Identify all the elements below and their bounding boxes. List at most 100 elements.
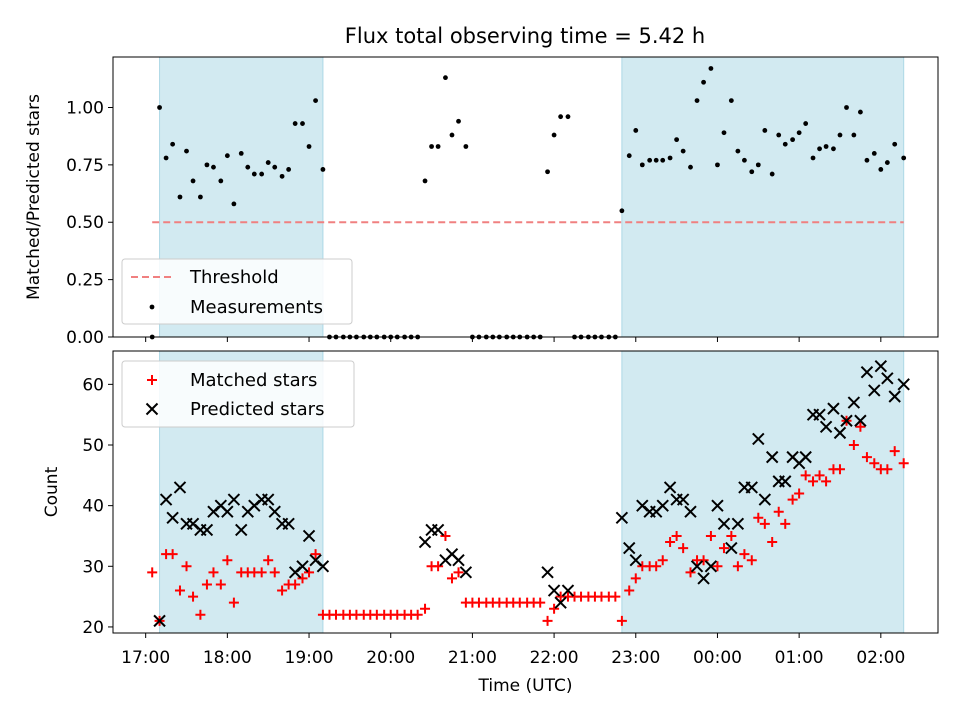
measurement-point xyxy=(286,167,292,172)
matched-star-point xyxy=(446,573,457,584)
legend-threshold-label: Threshold xyxy=(189,267,279,288)
matched-star-point xyxy=(535,597,546,608)
matched-star-point xyxy=(263,555,274,566)
matched-star-point xyxy=(651,561,662,572)
matched-star-point xyxy=(256,567,267,578)
predicted-star-point xyxy=(827,402,840,415)
measurement-point xyxy=(272,164,278,170)
predicted-star-point xyxy=(561,584,575,597)
measurement-point xyxy=(259,171,265,177)
count-plot-frame xyxy=(112,350,939,634)
predicted-star-point xyxy=(765,450,779,464)
measurement-point xyxy=(715,162,720,168)
measurement-point xyxy=(292,121,298,126)
matched-star-point xyxy=(794,488,805,499)
measurement-point xyxy=(851,132,857,138)
chart-title: Flux total observing time = 5.42 h xyxy=(345,24,705,48)
predicted-star-point xyxy=(752,432,765,446)
measurement-point xyxy=(871,150,877,156)
time-tick-label: 20:00 xyxy=(366,648,415,668)
predicted-star-point xyxy=(316,560,330,573)
time-tick-label: 19:00 xyxy=(285,648,334,668)
time-tick-label: 01:00 xyxy=(775,648,824,668)
predicted-star-point xyxy=(881,372,894,385)
measurement-point xyxy=(674,137,680,143)
ratio-shaded-regions xyxy=(159,56,905,338)
predicted-star-point xyxy=(656,499,669,512)
predicted-star-point xyxy=(725,541,738,555)
measurement-point xyxy=(901,155,907,161)
matched-star-point xyxy=(821,476,832,487)
measurement-point xyxy=(790,137,796,143)
measurement-point xyxy=(211,164,216,170)
ratio-shaded-region-1 xyxy=(621,56,905,338)
count-ytick-label: 30 xyxy=(82,557,104,577)
predicted-star-point xyxy=(227,493,241,506)
ratio-legend: Threshold Measurements xyxy=(121,258,353,325)
count-ytick-label: 50 xyxy=(82,436,104,456)
predicted-star-point xyxy=(854,414,867,427)
predicted-star-point xyxy=(697,572,710,585)
predicted-star-point xyxy=(799,450,812,464)
predicted-star-point xyxy=(874,359,888,373)
matched-star-point xyxy=(277,585,288,596)
time-xlabel: Time (UTC) xyxy=(478,676,573,696)
matched-star-point xyxy=(898,458,909,469)
ratio-legend-box xyxy=(121,258,353,325)
matched-star-point xyxy=(201,579,212,590)
measurement-point xyxy=(456,118,461,124)
measurement-point xyxy=(776,132,782,138)
predicted-star-point xyxy=(431,523,445,537)
matched-star-point xyxy=(705,530,716,541)
matched-star-point xyxy=(290,579,301,590)
predicted-star-point xyxy=(541,566,554,579)
time-tick-label: 21:00 xyxy=(448,648,497,668)
count-ytick-label: 40 xyxy=(82,497,104,517)
ratio-ytick-label: 0.00 xyxy=(66,328,104,348)
matched-star-point xyxy=(420,603,431,614)
matched-star-point xyxy=(269,567,280,578)
matched-star-point xyxy=(814,470,825,481)
matched-star-point xyxy=(767,537,778,548)
legend-matched-label: Matched stars xyxy=(190,370,317,391)
matched-star-point xyxy=(882,464,893,475)
measurement-point xyxy=(878,167,884,172)
time-tick-label: 22:00 xyxy=(530,648,579,668)
predicted-star-point xyxy=(690,560,704,573)
matched-star-point xyxy=(310,549,321,560)
matched-star-point xyxy=(610,591,621,602)
measurement-point xyxy=(238,150,244,156)
predicted-star-point xyxy=(745,481,758,494)
measurement-point xyxy=(443,75,448,81)
matched-star-point xyxy=(780,518,791,529)
measurement-point xyxy=(163,155,169,161)
measurement-point xyxy=(823,144,829,149)
predicted-star-point xyxy=(615,511,629,524)
measurement-point xyxy=(551,132,557,138)
predicted-star-point xyxy=(623,541,636,555)
time-tick-label: 23:00 xyxy=(611,648,660,668)
measurement-point xyxy=(749,169,755,175)
count-legend-box xyxy=(121,360,355,428)
measurement-point xyxy=(558,114,564,120)
measurement-point xyxy=(320,167,326,172)
matched-star-point xyxy=(195,609,206,620)
predicted-star-point xyxy=(261,493,275,506)
predicted-star-point xyxy=(452,554,465,567)
predicted-star-point xyxy=(868,384,881,397)
predicted-star-point xyxy=(166,511,179,524)
measurement-point xyxy=(803,121,809,126)
measurement-point xyxy=(224,153,230,159)
predicted-star-point xyxy=(676,493,690,506)
matched-star-point xyxy=(665,537,676,548)
measurement-point xyxy=(653,157,659,163)
matched-star-point xyxy=(624,585,635,596)
matched-star-point xyxy=(732,561,743,572)
matched-star-point xyxy=(718,543,729,554)
measurement-point xyxy=(184,148,189,154)
matched-star-point xyxy=(855,421,866,432)
matched-star-point xyxy=(808,476,819,487)
measurement-point xyxy=(545,169,550,175)
predicted-star-point xyxy=(860,366,874,379)
matched-star-point xyxy=(759,518,770,529)
